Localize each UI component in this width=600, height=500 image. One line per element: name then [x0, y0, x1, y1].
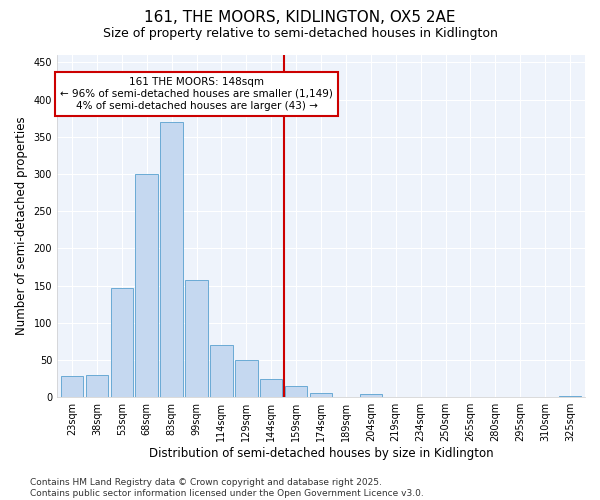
Text: Contains HM Land Registry data © Crown copyright and database right 2025.
Contai: Contains HM Land Registry data © Crown c… — [30, 478, 424, 498]
Bar — [310, 392, 332, 397]
Bar — [359, 394, 382, 397]
Bar — [559, 396, 581, 397]
Y-axis label: Number of semi-detached properties: Number of semi-detached properties — [15, 117, 28, 336]
Bar — [136, 174, 158, 397]
Bar — [86, 375, 108, 397]
Text: 161, THE MOORS, KIDLINGTON, OX5 2AE: 161, THE MOORS, KIDLINGTON, OX5 2AE — [144, 10, 456, 25]
Bar — [285, 386, 307, 397]
Bar — [235, 360, 257, 397]
Bar — [210, 345, 233, 397]
Text: Size of property relative to semi-detached houses in Kidlington: Size of property relative to semi-detach… — [103, 28, 497, 40]
Bar — [110, 288, 133, 397]
Bar — [185, 280, 208, 397]
Bar — [260, 378, 283, 397]
Text: 161 THE MOORS: 148sqm
← 96% of semi-detached houses are smaller (1,149)
4% of se: 161 THE MOORS: 148sqm ← 96% of semi-deta… — [60, 78, 333, 110]
Bar — [61, 376, 83, 397]
Bar — [160, 122, 183, 397]
X-axis label: Distribution of semi-detached houses by size in Kidlington: Distribution of semi-detached houses by … — [149, 447, 493, 460]
